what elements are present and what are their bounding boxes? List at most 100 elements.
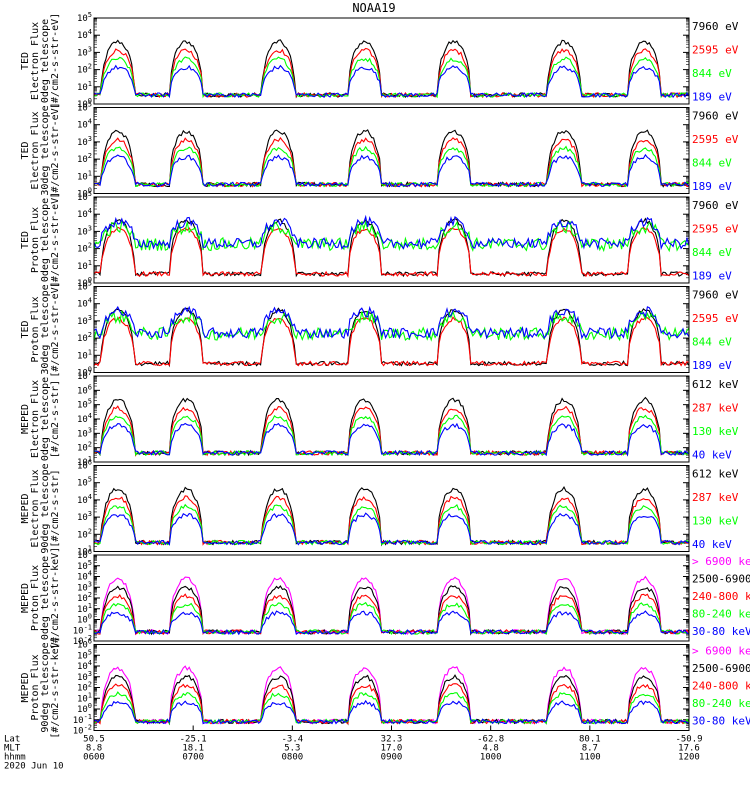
legend-entry: 240-800 keV [692, 680, 750, 693]
y-tick-label: 102 [77, 441, 92, 454]
panel-frame [93, 286, 690, 373]
legend: > 6900 keV 2500-6900 240-800 keV 80-240 keV… [692, 555, 750, 638]
panel-2: 100 101 102 103 104 105 TEDElectron Flux30deg … [20, 101, 739, 200]
series-trace [93, 593, 690, 636]
x-tick-label: 1200 [678, 753, 700, 763]
series-trace [93, 145, 690, 188]
y-tick-label: 102 [77, 152, 92, 165]
legend-entry: 844 eV [692, 336, 732, 349]
legend-entry: 287 keV [692, 402, 739, 415]
flux-traces [93, 129, 690, 188]
x-tick-label: 0700 [182, 753, 204, 763]
flux-traces [93, 485, 690, 547]
x-tick-label: -50.9 [675, 735, 702, 745]
legend: 7960 eV 2595 eV 844 eV 189 eV [692, 199, 739, 283]
legend-entry: 30-80 keV [692, 715, 750, 728]
y-tick-label: 101 [77, 602, 92, 615]
legend-entry: 2595 eV [692, 44, 739, 57]
series-trace [93, 305, 690, 340]
y-tick-label: 105 [77, 190, 92, 203]
panel-frame [93, 107, 690, 194]
legend: 7960 eV 2595 eV 844 eV 189 eV [692, 110, 739, 194]
legend-entry: > 6900 keV [692, 645, 750, 658]
series-trace [93, 153, 690, 188]
y-tick-label: 106 [77, 459, 92, 472]
y-ticks: 100 101 102 103 104 105 [77, 190, 689, 289]
legend-entry: 612 keV [692, 468, 739, 481]
series-trace [93, 217, 690, 278]
series-trace [93, 575, 690, 636]
series-trace [93, 674, 690, 726]
y-tick-label: 10-1 [73, 623, 92, 636]
y-tick-label: 101 [77, 455, 92, 468]
legend-entry: 844 eV [692, 246, 732, 259]
y-tick-label: 103 [77, 45, 92, 58]
y-axis-label: MEPEDProton Flux90deg telescope[#/cm2-s-… [20, 636, 61, 738]
legend: 7960 eV 2595 eV 844 eV 189 eV [692, 20, 739, 104]
flux-traces [93, 214, 690, 279]
legend: 612 keV 287 keV 130 keV 40 keV [692, 468, 739, 552]
panel-6: 101 102 103 104 105 106 MEPEDElectron Flux90de… [20, 459, 739, 558]
x-tick-label: 0900 [381, 753, 403, 763]
legend-entry: 30-80 keV [692, 625, 750, 638]
y-tick-label: 103 [77, 135, 92, 148]
x-row-label: hhmm [4, 753, 26, 763]
series-trace [93, 56, 690, 99]
x-tick-label: 17.0 [381, 744, 403, 754]
legend-entry: 189 eV [692, 270, 732, 283]
y-tick-label: 102 [77, 242, 92, 255]
legend-entry: 130 keV [692, 515, 739, 528]
series-trace [93, 699, 690, 725]
series-trace [93, 601, 690, 636]
y-tick-label: 100 [77, 187, 92, 200]
y-tick-label: 105 [77, 648, 92, 661]
y-tick-label: 102 [77, 591, 92, 604]
y-tick-label: 106 [77, 548, 92, 561]
y-tick-label: 102 [77, 63, 92, 76]
series-trace [93, 512, 689, 546]
figure-title: NOAA19 [352, 1, 395, 15]
y-tick-label: 100 [77, 366, 92, 379]
series-trace [93, 485, 690, 547]
panel-8: 10-210-1100101102103104105106MEPEDProton… [20, 636, 750, 738]
panel-frame [93, 554, 690, 642]
y-tick-label: 100 [77, 702, 92, 715]
y-tick-label: 105 [77, 398, 92, 411]
y-axis-label: MEPEDElectron Flux0deg telescope[#/cm2-s… [20, 377, 61, 461]
x-tick-label: -25.1 [180, 735, 207, 745]
y-tick-label: 101 [77, 259, 92, 272]
series-trace [93, 495, 690, 546]
y-tick-label: 103 [77, 670, 92, 683]
x-tick-label: 0600 [83, 753, 105, 763]
y-tick-label: 10-1 [73, 713, 92, 726]
legend-entry: 189 eV [692, 180, 732, 193]
y-tick-label: 101 [77, 348, 92, 361]
series-trace [93, 226, 690, 279]
flux-traces [93, 396, 690, 457]
y-axis-label: MEPEDProton Flux0deg telescope[#/cm2-s-s… [20, 547, 61, 649]
x-tick-label: -3.4 [281, 735, 303, 745]
y-tick-label: 103 [77, 314, 92, 327]
legend-entry: 7960 eV [692, 110, 739, 123]
legend-entry: 40 keV [692, 449, 732, 462]
legend-entry: 2595 eV [692, 223, 739, 236]
y-axis-label: TEDElectron Flux0deg telescope[#/cm2-s-s… [20, 13, 61, 109]
legend-entry: 130 keV [692, 425, 739, 438]
panel-1: 100 101 102 103 104 105 TEDElectron Flux0deg t… [20, 11, 739, 110]
series-trace [93, 316, 690, 367]
legend: 7960 eV 2595 eV 844 eV 189 eV [692, 289, 739, 373]
y-tick-label: 101 [77, 80, 92, 93]
flux-traces [93, 575, 690, 636]
series-trace [93, 610, 690, 636]
y-tick-label: 104 [77, 118, 92, 131]
x-tick-label: 1000 [480, 753, 502, 763]
x-tick-label: 0800 [281, 753, 303, 763]
legend-entry: 844 eV [692, 157, 732, 170]
series-trace [93, 64, 690, 99]
panel-frame [93, 644, 690, 731]
legend-entry: 844 eV [692, 67, 732, 80]
series-trace [93, 39, 690, 99]
series-trace [93, 691, 690, 725]
legend: > 6900 keV 2500-6900 240-800 keV 80-240 keV… [692, 645, 750, 728]
